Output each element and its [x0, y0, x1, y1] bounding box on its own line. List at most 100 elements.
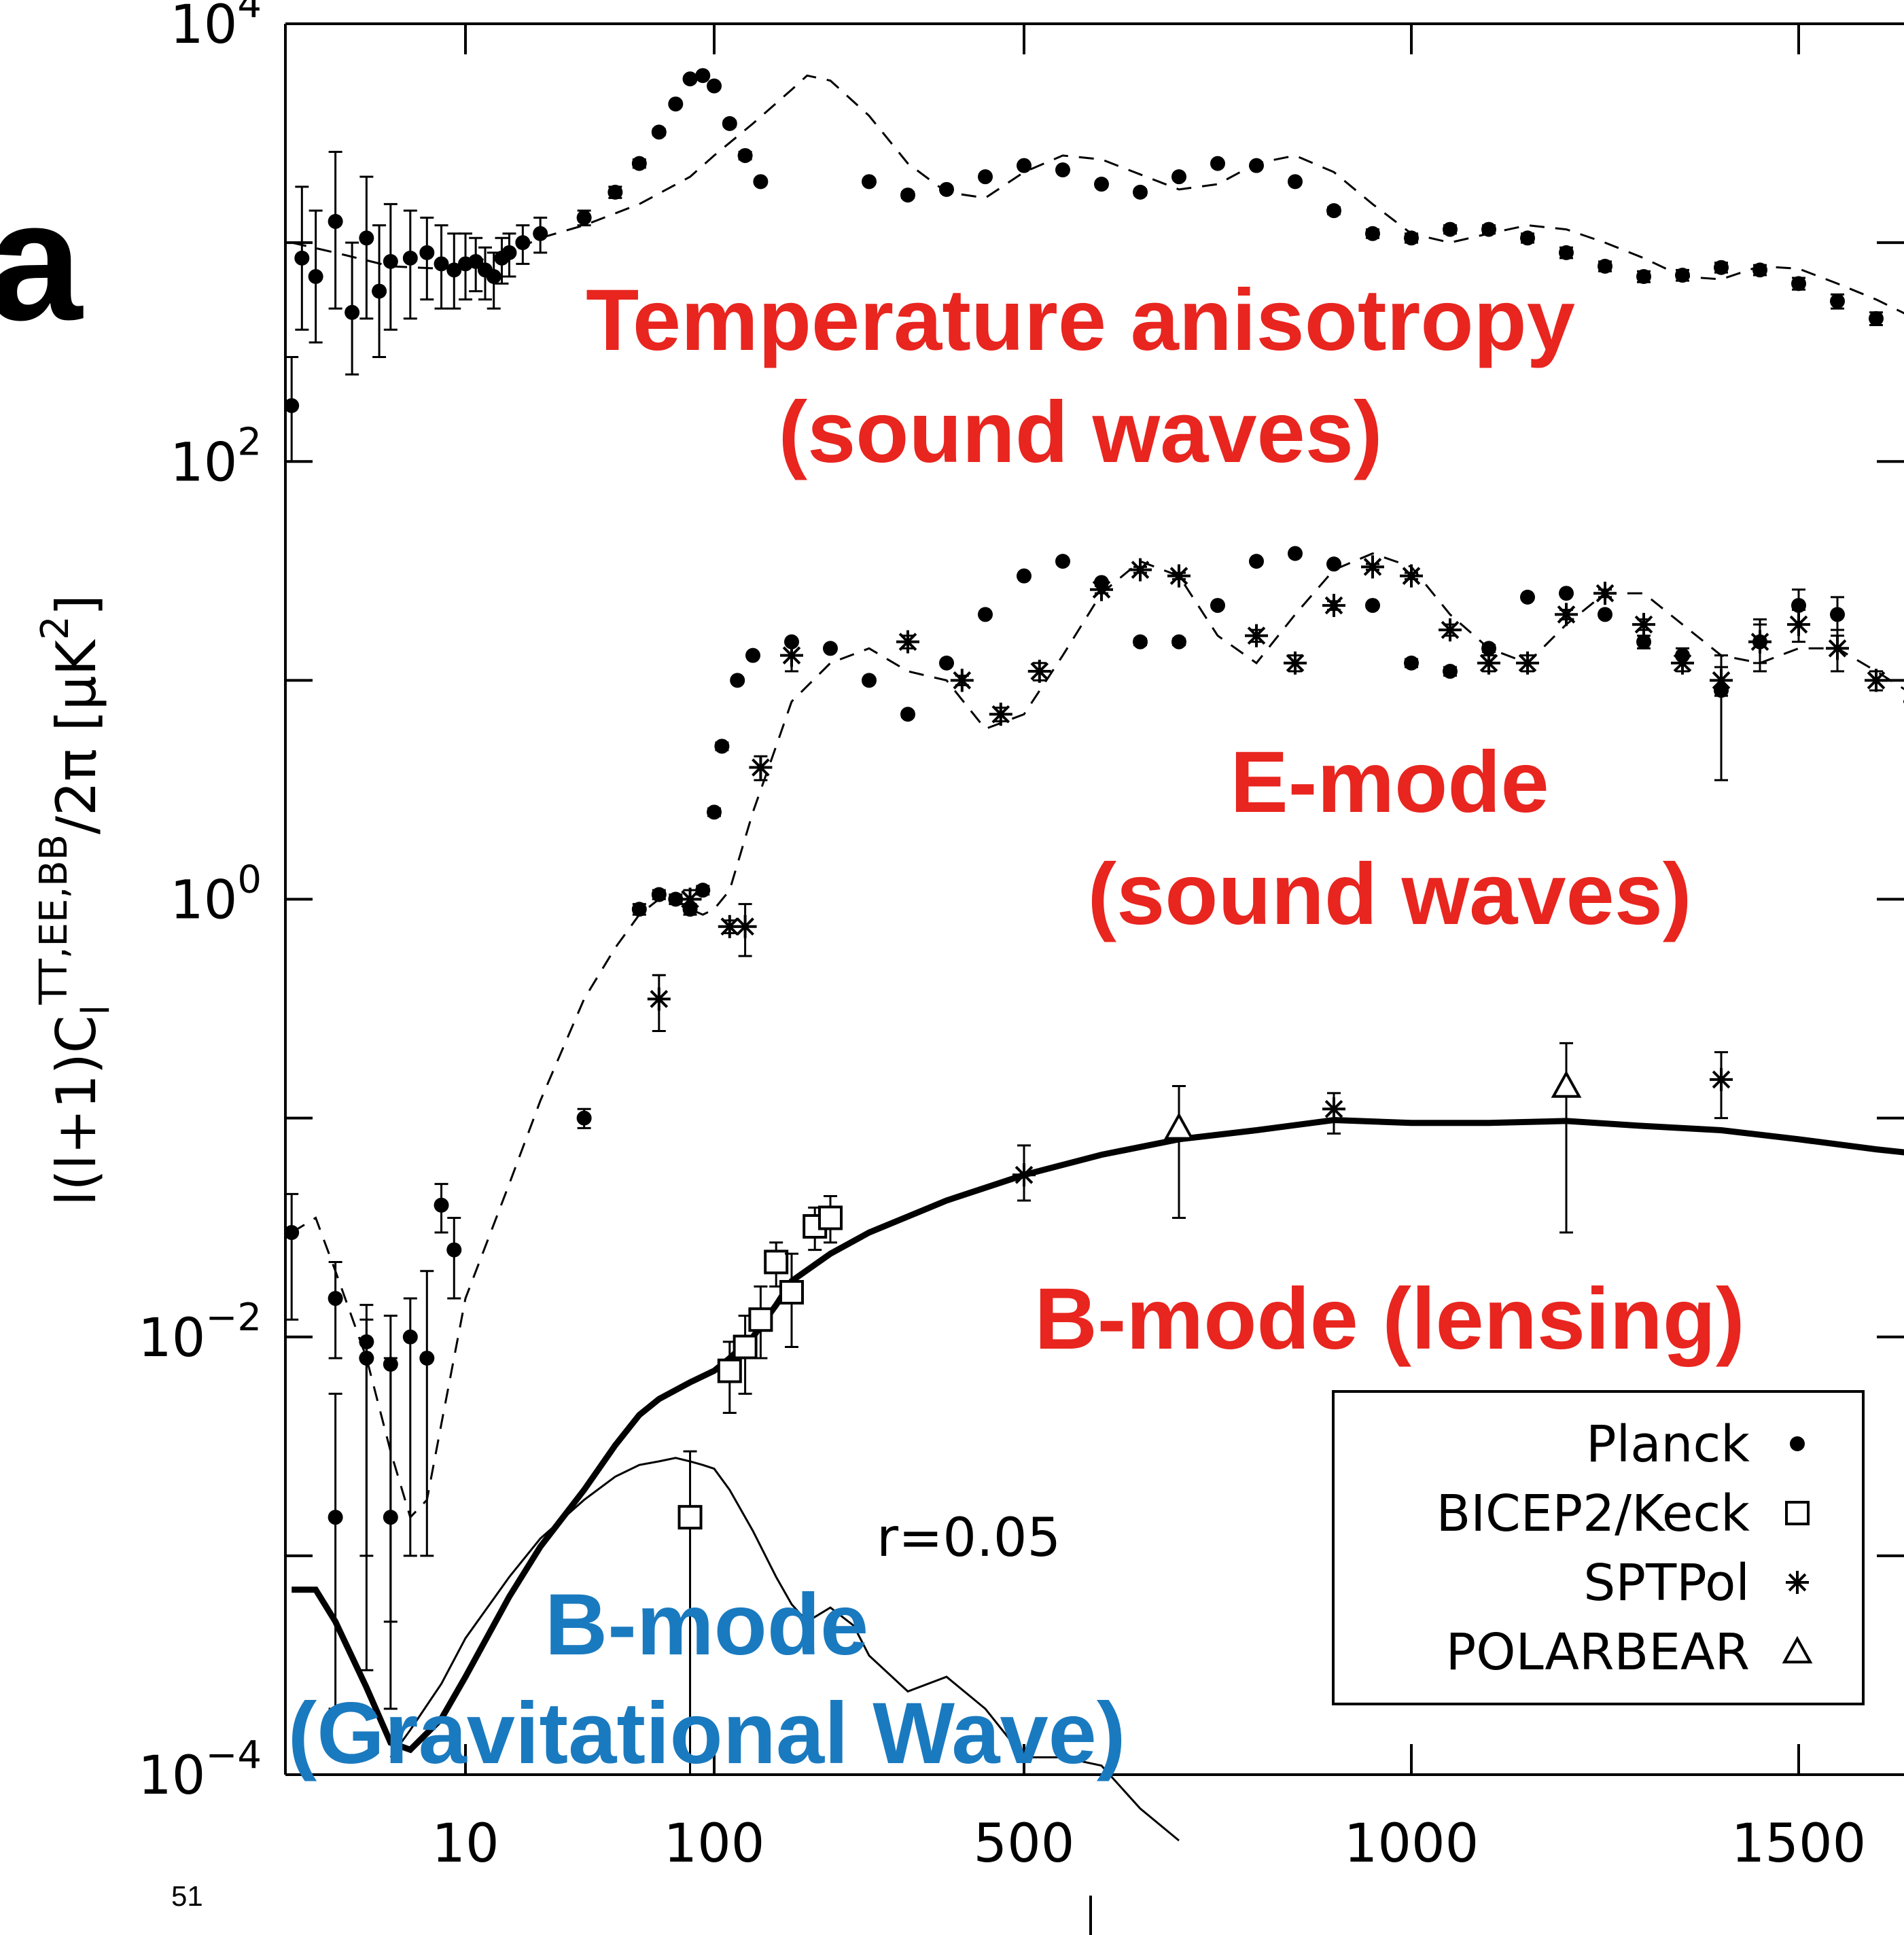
planck-ee-point: [1636, 634, 1651, 650]
x-tick-label: 1000: [1344, 1813, 1479, 1875]
ee-annotation-line2: (sound waves): [1087, 846, 1691, 943]
tensor-ratio-label: r=0.05: [877, 1508, 1061, 1569]
legend: Planck BICEP2/Keck SPTPol POLARBEAR: [1332, 1390, 1865, 1705]
bb-gw-model-curve: [389, 1457, 1180, 1842]
planck-tt-point: [1404, 230, 1419, 246]
sptpol-ee-point: [1710, 669, 1733, 692]
bicep2-keck-bb-point: [717, 1358, 742, 1383]
planck-tt-point: [978, 169, 993, 185]
planck-ee-point: [730, 673, 745, 688]
planck-ee-point: [1171, 634, 1186, 650]
planck-tt-point: [359, 230, 374, 246]
x-tick-label: 1500: [1731, 1813, 1867, 1875]
sptpol-ee-point: [1671, 651, 1694, 675]
planck-tt-point: [1869, 310, 1884, 326]
ee-model-curve: [291, 552, 1904, 1520]
planck-ee-error-bar: [285, 1192, 299, 1321]
planck-tt-point: [1714, 260, 1729, 275]
legend-marker: [1782, 1635, 1813, 1664]
legend-marker: [1790, 1436, 1805, 1451]
planck-tt-point: [1249, 158, 1264, 173]
sptpol-ee-point: [1555, 603, 1578, 626]
planck-ee-point: [1017, 568, 1032, 584]
page-number: 51: [171, 1880, 203, 1912]
polarbear-bb-point: [1163, 1112, 1195, 1140]
planck-ee-point: [1249, 554, 1264, 569]
panel-label: a: [0, 166, 84, 355]
planck-tt-point: [1365, 226, 1380, 241]
planck-tt-point: [419, 245, 435, 260]
y-tick-label: 10−2: [138, 1296, 262, 1369]
planck-ee-point: [434, 1197, 449, 1213]
sptpol-ee-point: [1400, 564, 1423, 588]
planck-ee-point: [714, 739, 730, 754]
sptpol-ee-point: [1516, 651, 1539, 675]
planck-tt-point: [1133, 184, 1148, 200]
sptpol-ee-point: [1167, 564, 1191, 588]
planck-tt-point: [1288, 174, 1303, 190]
planck-tt-point: [402, 250, 418, 266]
planck-tt-point: [284, 398, 300, 414]
planck-ee-point: [745, 647, 760, 663]
sptpol-bb-point: [1322, 1097, 1345, 1121]
bicep2-keck-bb-point: [779, 1279, 804, 1304]
planck-tt-point: [1210, 156, 1225, 171]
planck-tt-point: [1830, 294, 1845, 309]
sptpol-ee-point: [733, 915, 757, 938]
x-tick-label: 500: [974, 1813, 1075, 1875]
y-tick-label: 100: [170, 858, 262, 931]
planck-ee-point: [1443, 664, 1458, 679]
sptpol-ee-point: [1632, 613, 1655, 637]
planck-bb-error-bar: [328, 1392, 342, 1710]
sptpol-ee-point: [749, 756, 773, 779]
bicep2-keck-bb-point: [764, 1249, 789, 1275]
planck-tt-point: [1094, 177, 1109, 192]
bicep2-keck-bb-point: [818, 1205, 843, 1230]
planck-ee-point: [1055, 554, 1070, 569]
planck-ee-point: [862, 673, 877, 688]
sptpol-ee-point: [1477, 651, 1500, 675]
planck-tt-error-bar: [359, 175, 374, 320]
polarbear-bb-error-bar: [1172, 1085, 1186, 1219]
planck-tt-point: [434, 256, 449, 272]
planck-tt-point: [1443, 221, 1458, 237]
sptpol-ee-point: [678, 887, 702, 911]
tick-marks: 1010050010001500200010410210010−210−4: [138, 0, 1904, 1875]
planck-ee-point: [1520, 589, 1535, 605]
planck-tt-point: [900, 188, 915, 203]
planck-tt-point: [294, 250, 310, 266]
planck-tt-point: [1559, 245, 1574, 260]
bicep2-keck-bb-point: [748, 1307, 773, 1332]
planck-tt-point: [1326, 203, 1341, 219]
planck-ee-point: [823, 641, 838, 656]
planck-ee-point: [446, 1242, 462, 1258]
planck-tt-point: [308, 269, 323, 285]
planck-ee-point: [668, 891, 684, 907]
planck-ee-point: [900, 707, 915, 722]
planck-ee-point: [1288, 546, 1303, 561]
planck-ee-point: [402, 1329, 418, 1345]
planck-tt-point: [372, 283, 387, 299]
planck-bb-point: [328, 1510, 343, 1525]
planck-tt-point: [753, 174, 769, 190]
sptpol-ee-point: [780, 643, 803, 667]
planck-ee-point: [631, 902, 647, 917]
bicep2-keck-bb-point: [733, 1334, 758, 1360]
planck-tt-point: [939, 181, 954, 197]
planck-ee-point: [1326, 556, 1341, 572]
sptpol-ee-point: [1826, 637, 1849, 660]
planck-tt-point: [1055, 162, 1070, 178]
annotations: Temperature anisotropy (sound waves) E-m…: [288, 272, 1745, 1782]
y-tick-label: 104: [170, 0, 262, 56]
sptpol-ee-point: [1748, 630, 1771, 654]
planck-tt-point: [1752, 262, 1767, 278]
planck-tt-point: [682, 71, 698, 87]
x-tick-label: 100: [664, 1813, 765, 1875]
legend-label: SPTPol: [1583, 1554, 1750, 1612]
legend-marker: [1785, 1501, 1810, 1525]
planck-ee-point: [576, 1110, 592, 1126]
bb-lensing-model-curve: [292, 1116, 1904, 1754]
bb-lensing-annotation: B-mode (lensing): [1034, 1271, 1744, 1368]
tt-annotation-line1: Temperature anisotropy: [586, 272, 1575, 369]
bb-gw-annotation-line2: (Gravitational Wave): [288, 1685, 1126, 1782]
